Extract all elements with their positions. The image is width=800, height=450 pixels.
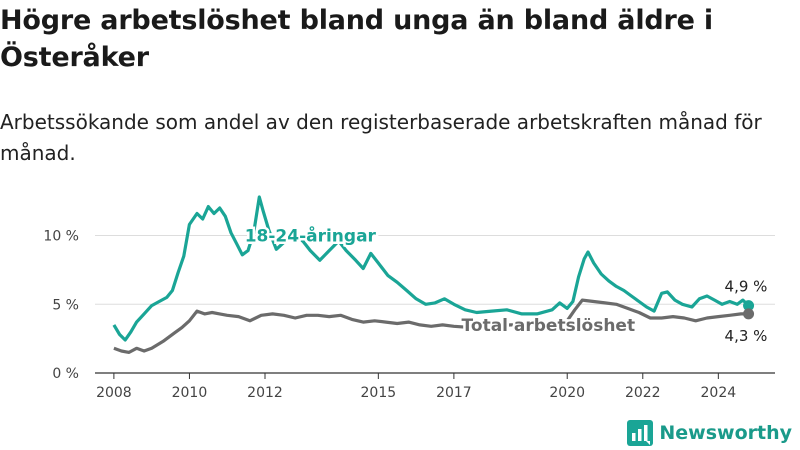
brand-name: Newsworthy — [659, 422, 792, 444]
x-tick-label: 2012 — [247, 385, 283, 401]
series-endpoint-total — [743, 308, 755, 320]
x-tick-label: 2017 — [436, 385, 472, 401]
bar-chart-logo-icon — [627, 420, 654, 446]
page-title: Högre arbetslöshet bland unga än bland ä… — [0, 5, 713, 73]
x-tick-label: 2010 — [172, 385, 208, 401]
x-tick-label: 2008 — [96, 385, 132, 401]
y-tick-label: 0 % — [52, 366, 79, 382]
series-line-youth — [112, 195, 750, 342]
page-subtitle: Arbetssökande som andel av den registerb… — [0, 110, 762, 165]
y-tick-label: 5 % — [52, 297, 79, 313]
x-tick-label: 2015 — [361, 385, 397, 401]
y-tick-label: 10 % — [43, 229, 79, 245]
series-end-label: 4,9 % — [725, 278, 768, 296]
x-tick-label: 2024 — [701, 385, 737, 401]
series-endpoint-youth — [743, 300, 755, 312]
series-end-label: 4,3 % — [725, 327, 768, 345]
line-chart: 0 % 5 % 10 % 2008 2010 2012 2015 2017 2020 2022 20… — [43, 195, 775, 401]
series-annotation-youth: 18-24-åringar — [245, 225, 377, 247]
series-annotation-total: Total arbetslöshet — [462, 316, 636, 336]
x-tick-label: 2022 — [625, 385, 661, 401]
brand-logo: Newsworthy — [627, 420, 792, 446]
x-tick-label: 2020 — [549, 385, 585, 401]
series-line-total — [113, 298, 749, 354]
